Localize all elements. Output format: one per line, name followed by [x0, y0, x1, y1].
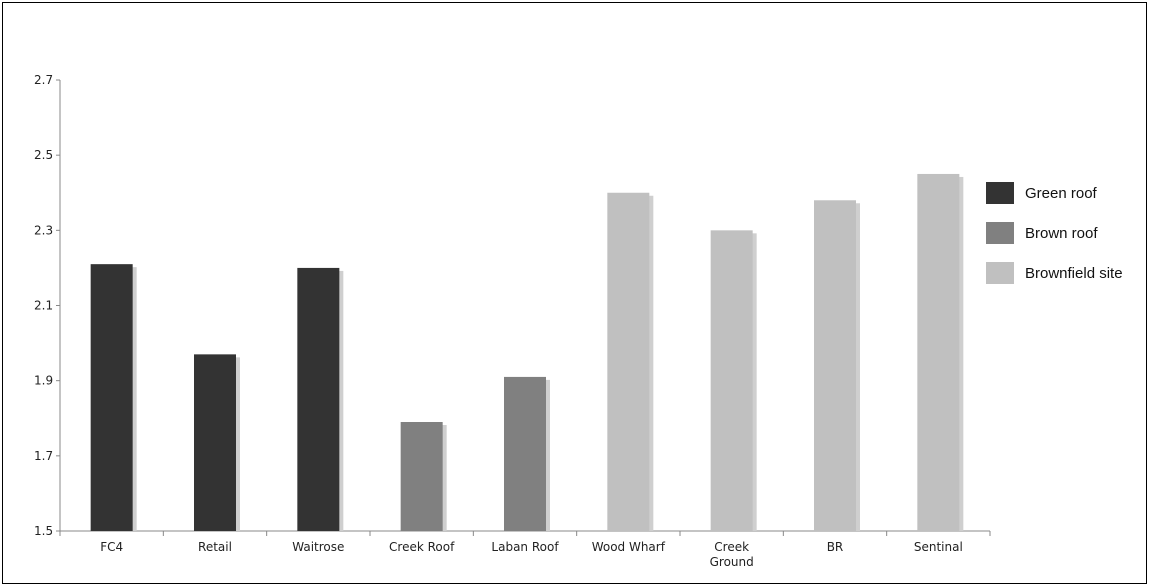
x-category-label: Retail: [198, 540, 232, 554]
x-axis-labels: FC4 Retail Waitrose Creek Roof Laban Roof Woo…: [100, 540, 963, 569]
x-category-label: Creek Roof: [389, 540, 455, 554]
legend-label: Brownfield site: [1025, 265, 1123, 282]
x-category-label: Ground: [710, 555, 754, 569]
bar-br: [814, 200, 856, 531]
bar-laban-roof: [504, 376, 546, 531]
bar-waitrose: [297, 267, 340, 531]
x-category-label: Wood Wharf: [592, 540, 666, 554]
x-category-label: BR: [827, 540, 844, 554]
bar-retail: [194, 354, 236, 531]
bar-creek-roof: [400, 422, 443, 531]
x-category-label: Waitrose: [292, 540, 344, 554]
y-axis-labels: 1.5 1.7 1.9 2.1 2.3 2.5 2.7: [34, 73, 53, 538]
x-category-label: Sentinal: [914, 540, 963, 554]
y-tick-label: 2.1: [34, 299, 53, 313]
x-category-label: FC4: [100, 540, 123, 554]
bar-creek-ground: [710, 230, 753, 532]
y-tick-label: 1.5: [34, 524, 53, 538]
bar-wood-wharf: [607, 192, 650, 531]
bar-fc4: [90, 264, 133, 531]
y-tick-label: 1.7: [34, 449, 53, 463]
x-category-label: Laban Roof: [491, 540, 559, 554]
y-tick-label: 2.5: [34, 148, 53, 162]
bar-sentinal: [917, 173, 960, 532]
y-tick-label: 2.3: [34, 223, 53, 237]
y-tick-label: 2.7: [34, 73, 53, 87]
chart-legend: Green roof Brown roof Brownfield site: [986, 182, 1123, 284]
legend-swatch: [986, 222, 1014, 244]
legend-label: Green roof: [1025, 185, 1098, 202]
x-category-label: Creek: [714, 540, 749, 554]
legend-swatch: [986, 182, 1014, 204]
legend-label: Brown roof: [1025, 225, 1098, 242]
chart-bars: [90, 173, 964, 532]
legend-swatch: [986, 262, 1014, 284]
y-tick-label: 1.9: [34, 374, 53, 388]
